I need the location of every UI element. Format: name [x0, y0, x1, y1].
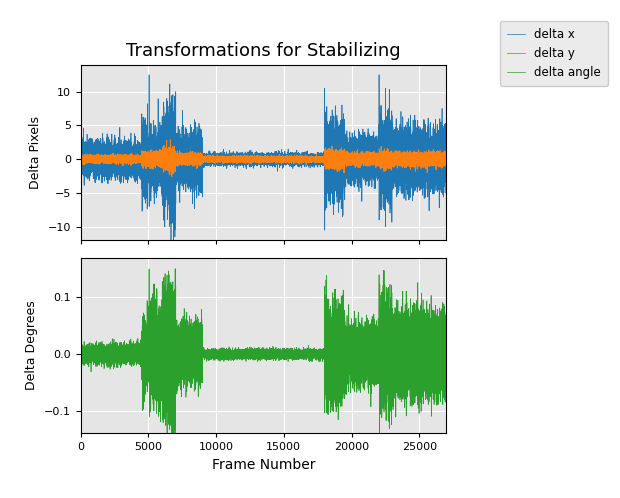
delta y: [312, 154, 320, 160]
delta x: [203, 155, 210, 161]
Title: Transformations for Stabilizing: Transformations for Stabilizing: [126, 42, 401, 60]
delta y: [237, 156, 244, 162]
delta angle: [237, 352, 244, 358]
Line: delta x: delta x: [81, 75, 446, 263]
delta y: [168, 173, 175, 179]
Y-axis label: Delta Pixels: Delta Pixels: [29, 116, 42, 189]
delta x: [312, 158, 320, 164]
delta y: [203, 156, 210, 162]
delta y: [136, 156, 144, 162]
Line: delta angle: delta angle: [81, 268, 446, 455]
X-axis label: Frame Number: Frame Number: [212, 458, 315, 472]
delta angle: [77, 348, 84, 354]
delta angle: [316, 351, 323, 357]
delta x: [316, 156, 323, 162]
delta x: [443, 154, 450, 160]
Line: delta y: delta y: [81, 140, 446, 176]
delta x: [145, 72, 153, 78]
delta angle: [312, 351, 320, 357]
delta y: [167, 137, 174, 143]
delta y: [316, 155, 323, 161]
delta y: [215, 157, 223, 163]
delta angle: [215, 352, 223, 358]
delta x: [136, 155, 144, 161]
delta x: [237, 158, 244, 164]
delta y: [77, 158, 84, 164]
Legend: delta x, delta y, delta angle: delta x, delta y, delta angle: [500, 21, 608, 86]
delta y: [443, 157, 450, 163]
Y-axis label: Delta Degrees: Delta Degrees: [25, 301, 38, 390]
delta angle: [136, 347, 144, 353]
delta x: [77, 152, 84, 158]
delta x: [215, 153, 223, 159]
delta angle: [443, 352, 450, 358]
delta angle: [172, 265, 179, 271]
delta x: [167, 260, 175, 266]
delta angle: [170, 452, 178, 458]
delta angle: [203, 355, 210, 361]
